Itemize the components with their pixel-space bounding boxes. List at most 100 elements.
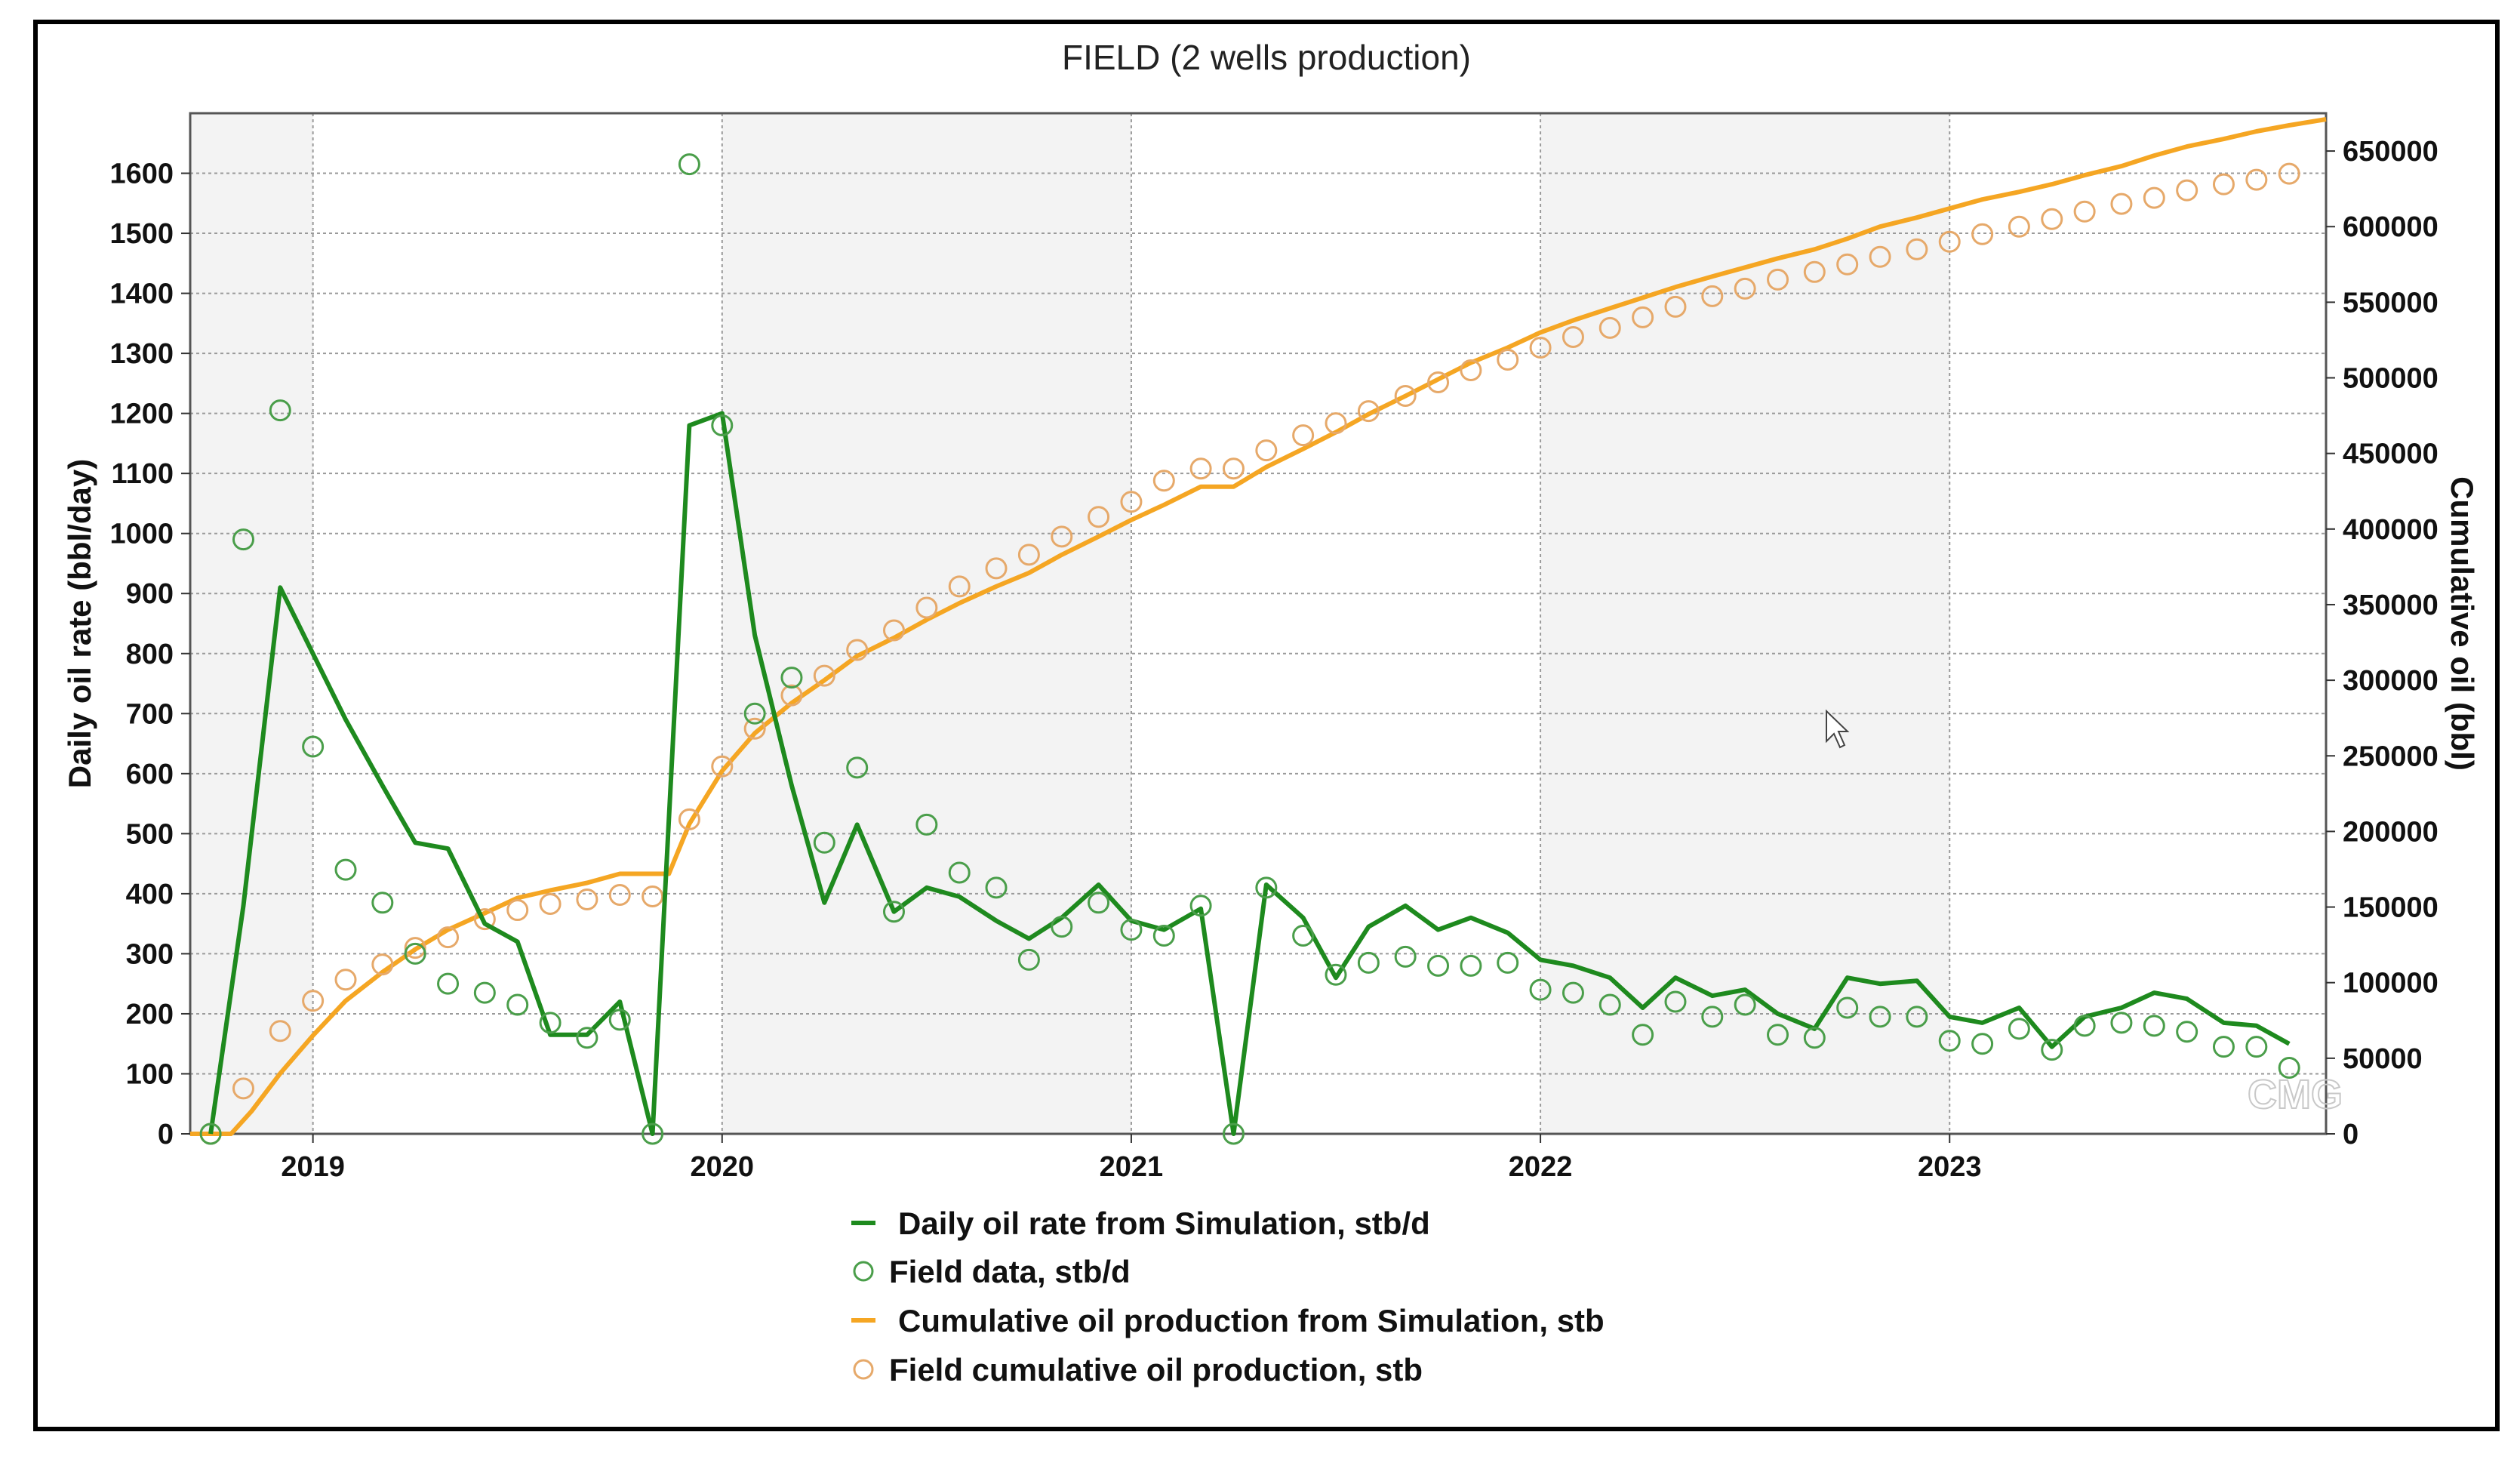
chart-frame: FIELD (2 wells production) 0 100 200 300 400… [33, 20, 2500, 1431]
series-line [208, 411, 2291, 1136]
y-tick-label: 1600 [109, 159, 174, 190]
data-point [1255, 876, 1278, 899]
data-point [576, 889, 598, 911]
y2-tick-label: 550000 [2343, 287, 2438, 319]
x-tick-label: 2020 [691, 1151, 755, 1183]
y2-tick-label: 0 [2343, 1119, 2358, 1150]
data-point [1598, 993, 1621, 1016]
data-point [1325, 963, 1347, 986]
plot-area-border [189, 112, 2328, 1135]
y2-axis-label: Cumulative oil (bbl) [2445, 476, 2480, 771]
data-point [1971, 1033, 1994, 1055]
data-point [813, 831, 835, 854]
data-point [2245, 1036, 2268, 1058]
data-point [539, 1012, 562, 1034]
data-point [711, 414, 734, 437]
y-tick-label: 1400 [109, 279, 174, 310]
data-point [1562, 981, 1584, 1004]
x-tick-label: 2023 [1918, 1151, 1982, 1183]
y-tick-label: 1300 [109, 338, 174, 370]
legend-item-field-rate: Field data, stb/d [853, 1254, 1131, 1289]
y-tick-label: 900 [126, 578, 174, 610]
data-point [743, 717, 766, 740]
x-axis-ticks: 2019 2020 2021 2022 2023 [281, 1134, 1981, 1183]
legend-label-sim-cum: Cumulative oil production from Simulatio… [898, 1303, 1605, 1338]
data-point [1529, 336, 1552, 359]
data-point [473, 908, 496, 931]
data-point [1051, 525, 1073, 548]
data-point [2212, 1036, 2235, 1058]
data-point [608, 1009, 631, 1031]
data-point [1088, 506, 1110, 528]
data-point [1734, 277, 1756, 300]
data-point [1427, 371, 1450, 394]
y2-tick-label: 300000 [2343, 665, 2438, 697]
legend-item-field-cum: Field cumulative oil production, stb [853, 1352, 1423, 1387]
data-point [1189, 895, 1212, 917]
data-point [539, 893, 562, 916]
data-point [1938, 230, 1961, 253]
data-point [882, 901, 905, 923]
y2-tick-label: 400000 [2343, 514, 2438, 546]
data-point [1664, 990, 1687, 1013]
data-point [2278, 1057, 2300, 1079]
data-point [846, 756, 869, 779]
y-tick-label: 700 [126, 698, 174, 730]
data-point [1664, 295, 1687, 318]
y-tick-label: 1100 [112, 458, 174, 490]
data-point [1357, 400, 1380, 423]
gridlines [190, 113, 2326, 1135]
data-point [743, 702, 766, 725]
year-band [190, 113, 313, 1134]
data-point [1836, 996, 1859, 1019]
data-point [371, 953, 394, 976]
series-0 [208, 411, 2291, 1136]
y-tick-label: 1500 [109, 218, 174, 250]
data-point [1222, 1123, 1245, 1145]
data-point [1971, 223, 1994, 245]
data-point [1325, 412, 1347, 435]
legend-label-sim-rate: Daily oil rate from Simulation, stb/d [898, 1206, 1430, 1241]
data-point [1460, 359, 1482, 382]
data-point [915, 813, 938, 836]
legend-label-field-rate: Field data, stb/d [889, 1254, 1131, 1289]
y-tick-label: 200 [126, 999, 174, 1030]
y2-tick-label: 500000 [2343, 363, 2438, 395]
data-point [678, 808, 700, 830]
data-point [437, 972, 460, 995]
y-tick-label: 400 [126, 879, 174, 910]
data-point [2110, 1012, 2133, 1034]
legend-item-sim-rate: Daily oil rate from Simulation, stb/d [851, 1206, 1430, 1241]
series-2 [190, 117, 2327, 1136]
data-point [1051, 916, 1073, 938]
data-point [985, 876, 1008, 899]
y2-tick-label: 50000 [2343, 1043, 2423, 1075]
series-1 [199, 153, 2300, 1145]
data-point [1701, 1006, 1724, 1028]
y2-tick-label: 600000 [2343, 211, 2438, 243]
data-point [642, 885, 664, 908]
y2-tick-label: 250000 [2343, 741, 2438, 772]
data-point [1803, 1027, 1826, 1049]
data-point [199, 1123, 222, 1145]
data-point [985, 557, 1008, 580]
legend-label-field-cum: Field cumulative oil production, stb [889, 1352, 1423, 1387]
data-point [915, 596, 938, 619]
data-point [232, 528, 254, 551]
data-point [1938, 1030, 1961, 1052]
data-point [1152, 925, 1175, 947]
y2-tick-label: 150000 [2343, 892, 2438, 924]
x-tick-label: 2022 [1509, 1151, 1573, 1183]
data-point [334, 969, 357, 991]
data-point [506, 993, 529, 1016]
data-point [1120, 919, 1143, 941]
data-point [1836, 253, 1859, 276]
y2-tick-label: 200000 [2343, 816, 2438, 848]
y2-tick-label: 100000 [2343, 968, 2438, 999]
data-point [2278, 162, 2300, 185]
data-point [576, 1027, 598, 1049]
data-point [1120, 491, 1143, 513]
y-tick-label: 500 [126, 818, 174, 850]
chart-title: FIELD (2 wells production) [1062, 38, 1471, 77]
data-point [2008, 215, 2030, 238]
